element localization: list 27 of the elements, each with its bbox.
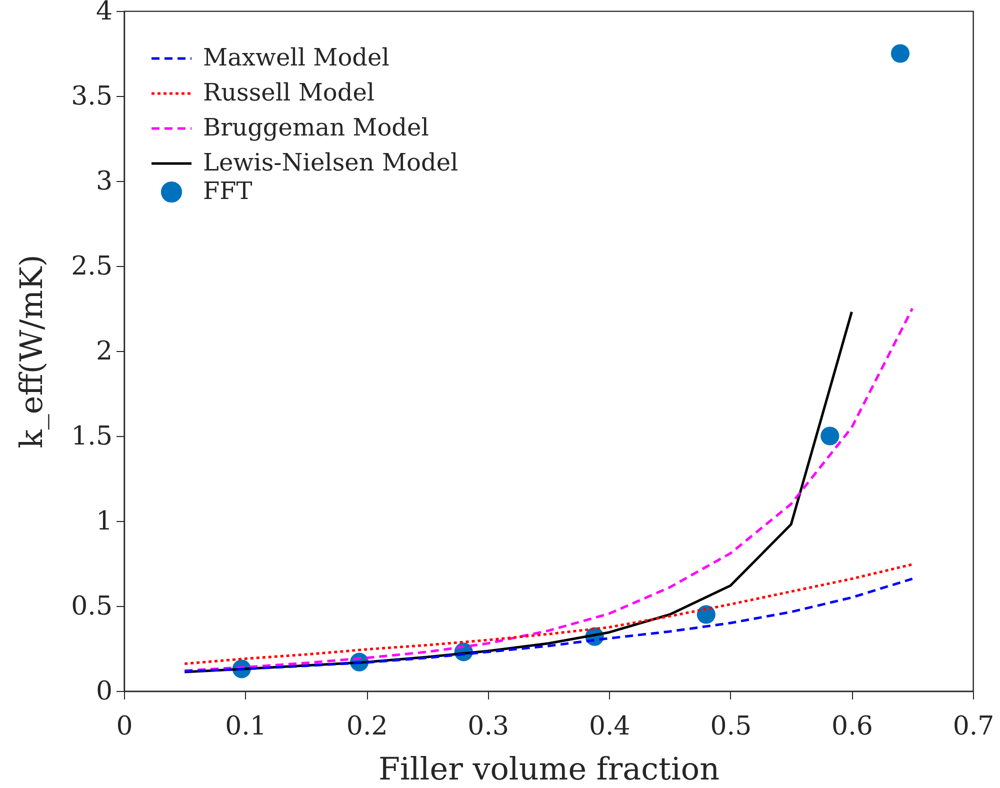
y-tick-label: 1.5	[71, 422, 112, 452]
y-tick-label: 0	[96, 676, 112, 706]
y-tick-label: 3	[96, 166, 112, 196]
legend-label: Bruggeman Model	[203, 114, 429, 142]
point	[696, 605, 716, 624]
legend-label: Russell Model	[203, 78, 375, 106]
y-tick-label: 2.5	[71, 252, 112, 282]
x-tick-label: 0.6	[832, 712, 873, 742]
x-axis-title: Filler volume fraction	[378, 752, 720, 788]
y-tick-label: 1	[96, 506, 112, 536]
x-tick-label: 0.7	[952, 712, 994, 742]
point	[820, 426, 840, 446]
x-tick-label: 0.3	[468, 712, 510, 742]
x-tick-label: 0.4	[588, 712, 630, 742]
legend-label: FFT	[203, 177, 252, 205]
x-tick-label: 0	[116, 712, 133, 742]
x-tick-label: 0.2	[346, 712, 388, 742]
y-axis-title: k_eff(W/mK)	[14, 254, 50, 448]
y-tick-label: 3.5	[71, 82, 112, 112]
x-tick-label: 0.1	[225, 712, 266, 742]
point	[890, 44, 910, 63]
legend-label: Lewis-Nielsen Model	[203, 148, 458, 176]
y-tick-label: 2	[96, 336, 112, 366]
y-tick-label: 0.5	[71, 592, 112, 622]
y-tick-label: 4	[96, 0, 112, 26]
x-tick-label: 0.5	[710, 712, 752, 742]
legend-label: Maxwell Model	[203, 44, 390, 72]
